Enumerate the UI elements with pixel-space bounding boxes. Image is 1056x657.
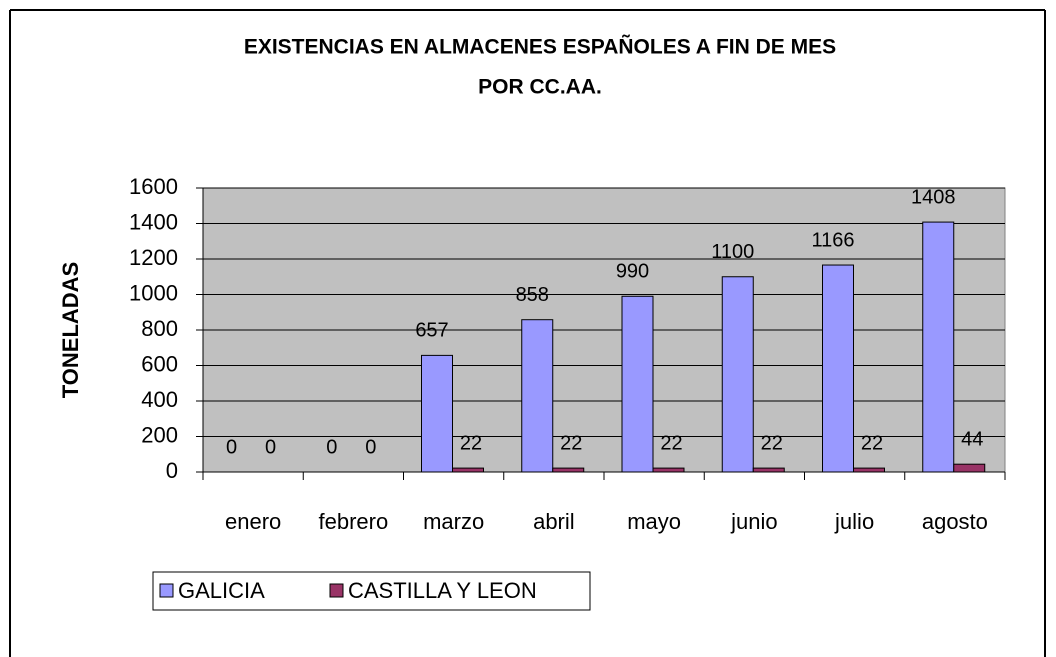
x-tick-label: julio [834,509,874,534]
y-tick-label: 200 [141,422,178,447]
data-label: 0 [265,436,276,458]
x-tick-label: abril [533,509,575,534]
y-tick-label: 1200 [129,245,178,270]
y-tick-label: 0 [166,458,178,483]
data-label: 0 [226,436,237,458]
data-label: 657 [415,320,448,342]
bar [721,276,754,473]
bar [452,467,484,473]
data-label: 858 [516,284,549,306]
x-tick-label: enero [225,509,281,534]
bar [652,467,685,473]
y-tick-label: 600 [141,351,178,376]
bar [421,354,453,473]
data-label: 1166 [811,229,854,251]
y-tick-label: 800 [141,316,178,341]
legend-box [152,571,591,611]
bar [853,467,885,473]
y-tick-label: 1600 [129,174,178,199]
data-label: 0 [326,436,337,458]
legend-swatch [329,583,344,598]
x-tick-label: junio [730,509,777,534]
data-label: 1408 [911,186,956,208]
data-label: 1100 [711,241,754,263]
chart-title: EXISTENCIAS EN ALMACENES ESPAÑOLES A FIN… [244,36,836,59]
data-label: 0 [365,436,376,458]
y-tick-label: 1400 [129,209,178,234]
y-axis-label: TONELADAS [58,262,83,399]
data-label: 990 [616,261,649,283]
data-label: 22 [861,432,883,454]
legend-label: GALICIA [178,578,265,603]
data-label: 22 [660,432,682,454]
bar [621,295,654,473]
y-tick-label: 400 [141,387,178,412]
bar [953,463,986,473]
bar [521,319,554,473]
x-tick-label: febrero [319,509,389,534]
x-tick-label: marzo [423,509,484,534]
x-tick-label: agosto [922,509,988,534]
bar [552,467,585,473]
legend-swatch [159,583,174,598]
bar [752,467,785,473]
data-label: 22 [761,432,783,454]
data-label: 22 [560,432,582,454]
x-tick-label: mayo [627,509,681,534]
chart-title: POR CC.AA. [478,76,602,99]
bar [822,264,854,473]
data-label: 22 [460,432,482,454]
y-tick-label: 1000 [129,280,178,305]
bar [922,221,955,473]
data-label: 44 [961,428,983,450]
legend-label: CASTILLA Y LEON [348,578,537,603]
